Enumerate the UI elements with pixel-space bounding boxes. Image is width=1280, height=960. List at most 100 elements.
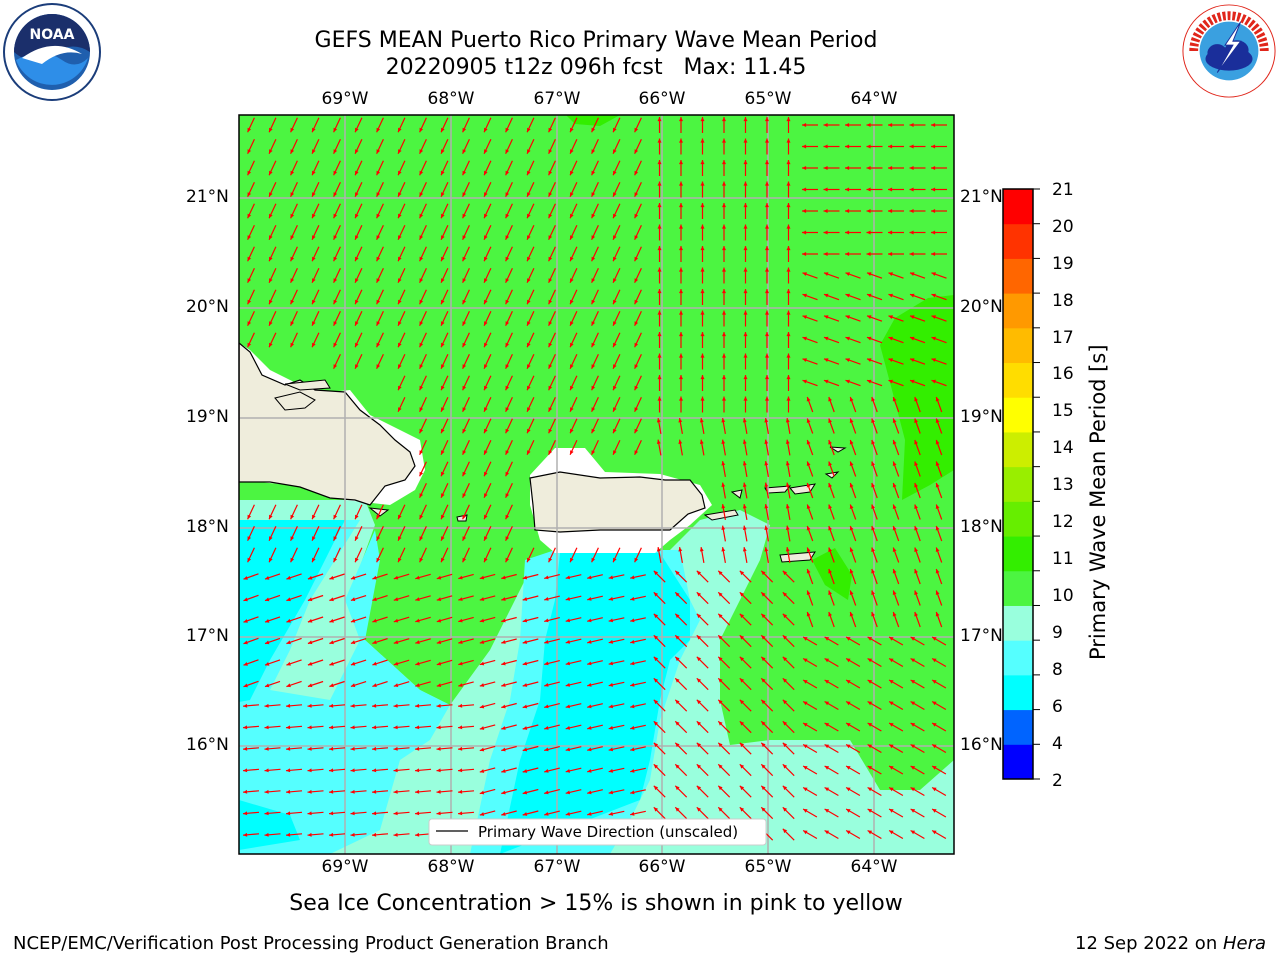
- wave-arrow-head: [501, 769, 506, 773]
- wave-arrow-head: [824, 809, 830, 813]
- lat-tick-left-17n: 17°N: [186, 626, 229, 646]
- wave-arrow-head: [312, 213, 316, 219]
- wave-arrow-head: [548, 235, 553, 240]
- wave-arrow-head: [312, 514, 316, 520]
- wave-arrow-head: [527, 213, 531, 219]
- wave-arrow-head: [398, 278, 402, 283]
- wave-arrow-head: [931, 187, 936, 192]
- wave-arrow-head: [286, 811, 291, 816]
- wave-arrow-head: [892, 612, 897, 617]
- wave-arrow-head: [462, 471, 467, 477]
- wave-arrow-head: [889, 658, 894, 663]
- wave-arrow-head: [355, 364, 359, 369]
- wave-arrow-head: [932, 830, 937, 835]
- wave-arrow-head: [803, 658, 808, 663]
- wave-arrow-head: [527, 450, 531, 455]
- wave-arrow-head: [634, 385, 639, 391]
- wave-arrow-head: [333, 514, 338, 520]
- wave-arrow-head: [393, 683, 399, 687]
- wave-arrow-head: [931, 144, 936, 149]
- wave-arrow-head: [910, 723, 916, 727]
- period-field-6-8-west: [239, 520, 345, 702]
- colorbar-tick: 6: [1052, 697, 1063, 717]
- wave-arrow-head: [484, 192, 488, 197]
- wave-arrow-head: [522, 597, 528, 601]
- wave-arrow-head: [679, 289, 683, 294]
- wave-arrow-head: [419, 278, 424, 283]
- wave-arrow-head: [700, 332, 705, 337]
- wave-arrow-head: [243, 725, 248, 730]
- wave-arrow-head: [910, 766, 916, 770]
- wave-arrow-head: [462, 299, 467, 305]
- wave-arrow-head: [722, 375, 726, 380]
- wave-arrow-head: [823, 123, 828, 127]
- wave-arrow-head: [548, 278, 553, 283]
- wave-arrow-head: [739, 613, 745, 619]
- wave-arrow-head: [743, 224, 748, 229]
- wave-arrow-head: [419, 235, 424, 240]
- wave-arrow-head: [436, 597, 442, 601]
- wave-arrow-head: [743, 160, 748, 165]
- wave-arrow-head: [505, 428, 510, 434]
- wave-arrow-head: [479, 575, 485, 580]
- wave-arrow-head: [892, 547, 897, 552]
- wave-arrow-head: [803, 680, 808, 684]
- lon-tick-bottom-66w: 66°W: [638, 857, 686, 877]
- wave-arrow-head: [436, 640, 442, 644]
- wave-arrow-head: [527, 385, 531, 391]
- wave-arrow-head: [565, 790, 571, 795]
- wave-arrow-head: [527, 364, 531, 369]
- wave-arrow-head: [565, 661, 571, 666]
- wave-arrow-head: [892, 504, 897, 509]
- wave-arrow-head: [286, 832, 291, 837]
- wave-arrow-head: [765, 396, 769, 401]
- wave-arrow-head: [802, 123, 807, 127]
- wave-arrow-head: [871, 483, 875, 488]
- wave-arrow-head: [548, 213, 553, 219]
- wave-arrow-head: [290, 256, 295, 262]
- wave-arrow-head: [419, 514, 424, 520]
- wave-arrow-head: [653, 742, 659, 748]
- wave-arrow-head: [828, 504, 832, 509]
- wave-arrow-head: [522, 790, 528, 795]
- wave-arrow-head: [845, 272, 850, 276]
- wave-arrow-head: [806, 440, 811, 445]
- wave-arrow-head: [286, 768, 291, 773]
- wave-arrow-head: [867, 680, 873, 684]
- wave-arrow-head: [505, 342, 510, 348]
- wave-arrow-head: [914, 483, 918, 488]
- wave-arrow-head: [910, 336, 915, 341]
- colorbar-tick: 14: [1052, 438, 1074, 458]
- wave-arrow-head: [613, 557, 617, 563]
- wave-arrow-head: [931, 358, 936, 362]
- map-frame: [238, 114, 955, 855]
- wave-arrow-head: [484, 342, 488, 348]
- wave-arrow-head: [243, 811, 248, 816]
- wave-arrow-head: [484, 235, 488, 240]
- wave-arrow-head: [247, 256, 252, 262]
- wave-arrow-head: [765, 267, 769, 272]
- wave-arrow-head: [785, 439, 790, 444]
- wave-arrow-head: [548, 321, 553, 326]
- wave-arrow-head: [634, 256, 639, 262]
- wave-arrow-head: [849, 612, 854, 617]
- wave-arrow-head: [376, 299, 381, 305]
- wave-arrow-head: [544, 683, 549, 687]
- wave-arrow-head: [350, 811, 355, 816]
- wave-arrow-head: [505, 493, 510, 498]
- wave-arrow-head: [269, 342, 273, 348]
- wave-arrow-head: [570, 342, 574, 348]
- wave-arrow-head: [678, 547, 683, 552]
- wave-arrow-head: [721, 482, 726, 487]
- wave-arrow-head: [548, 299, 553, 305]
- wave-arrow-head: [846, 658, 851, 663]
- wave-arrow-head: [608, 768, 614, 773]
- wave-arrow-head: [441, 514, 445, 520]
- wave-arrow-head: [823, 144, 828, 149]
- wave-arrow-head: [393, 811, 398, 816]
- wave-arrow-head: [761, 785, 766, 791]
- wave-arrow-head: [544, 790, 549, 795]
- tortuga-island: [284, 379, 331, 391]
- wave-arrow-head: [307, 640, 313, 645]
- wave-arrow-head: [909, 230, 914, 235]
